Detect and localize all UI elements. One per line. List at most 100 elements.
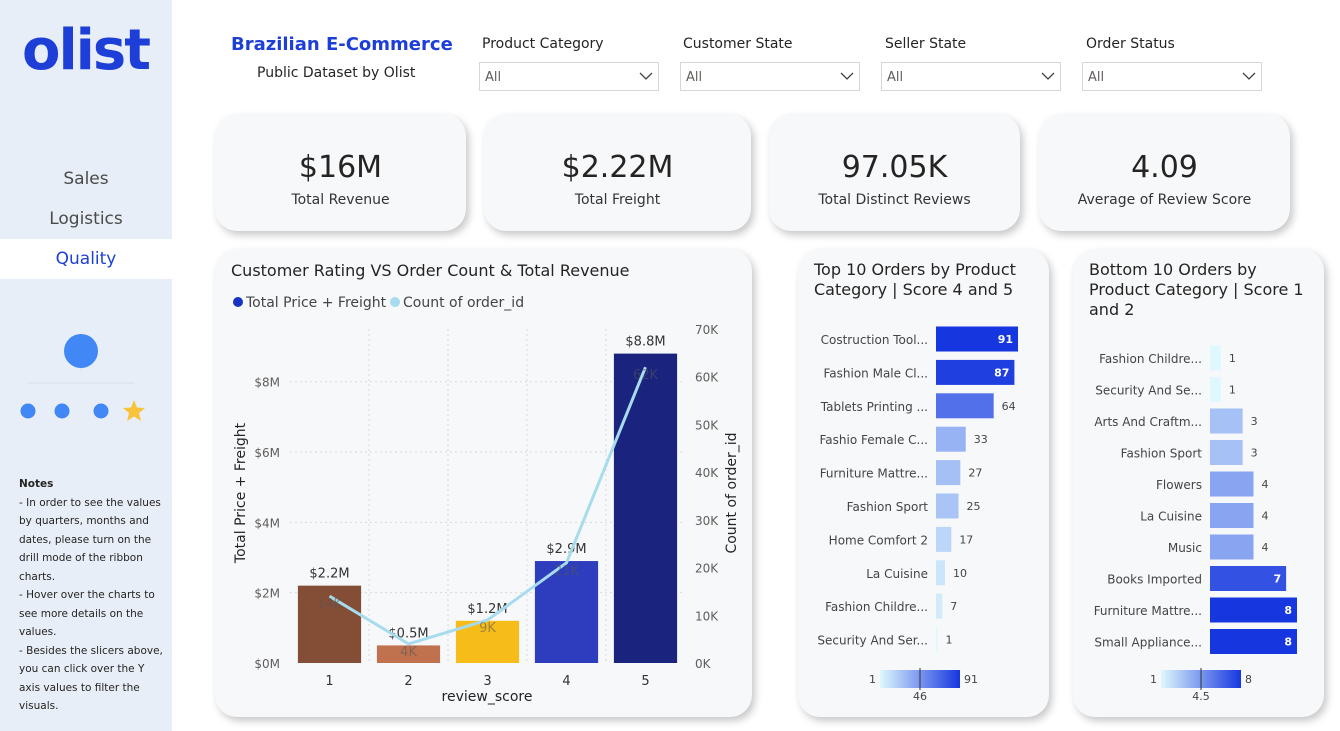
y2-tick-label: 40K — [695, 466, 719, 480]
bar-review-score-5[interactable] — [613, 353, 678, 663]
y2-tick-label: 0K — [695, 657, 712, 671]
nav-item-quality[interactable]: Quality — [0, 239, 172, 279]
category-label[interactable]: Fashion Male Cl... — [823, 366, 928, 380]
line-data-label: 4K — [400, 645, 417, 660]
notes-title: Notes — [19, 478, 54, 490]
kpi-value: 97.05K — [841, 150, 948, 185]
note-item: - Besides the slicers above, you can cli… — [19, 644, 163, 713]
bar-data-label: 4 — [1262, 478, 1269, 491]
dropdown-value: All — [686, 70, 703, 85]
combo-chart-card: Customer Rating VS Order Count & Total R… — [215, 249, 752, 717]
bottom10-bar-chart: Fashion Childre... 1 Security And Se... 1 Ar… — [1094, 345, 1297, 703]
color-scale-min-label: 1 — [1150, 673, 1157, 686]
kpi-card-total-distinct-reviews: 97.05K Total Distinct Reviews — [769, 114, 1020, 231]
legend-revenue-marker — [233, 297, 243, 307]
hierarchy-icon — [20, 334, 145, 421]
category-label[interactable]: Flowers — [1156, 478, 1202, 492]
category-bar[interactable] — [936, 460, 961, 486]
bar-data-label: 91 — [998, 333, 1013, 346]
customer-state-dropdown[interactable]: All — [680, 62, 860, 91]
kpi-label: Total Revenue — [291, 192, 390, 208]
product-category-dropdown[interactable]: All — [479, 62, 659, 91]
category-label[interactable]: Books Imported — [1107, 573, 1202, 587]
category-label[interactable]: Costruction Tool... — [821, 333, 928, 347]
chevron-down-icon — [1041, 72, 1055, 80]
category-bar[interactable] — [936, 493, 959, 519]
bar-data-label: 64 — [1002, 400, 1016, 413]
category-bar[interactable] — [1210, 534, 1254, 560]
nav-item-sales[interactable]: Sales — [63, 169, 109, 189]
x-tick-label: 5 — [641, 674, 649, 689]
category-bar[interactable] — [936, 393, 994, 419]
category-bar[interactable] — [936, 359, 1015, 385]
x-tick-label: 3 — [483, 674, 491, 689]
chart-title: Customer Rating VS Order Count & Total R… — [231, 261, 630, 280]
order-status-dropdown[interactable]: All — [1082, 62, 1262, 91]
bar-data-label: 3 — [1251, 447, 1258, 460]
category-label[interactable]: La Cuisine — [1140, 510, 1202, 524]
category-label[interactable]: Tablets Printing ... — [820, 400, 928, 414]
line-data-label: 9K — [479, 621, 496, 636]
category-label[interactable]: Home Comfort 2 — [829, 533, 928, 547]
category-label[interactable]: Security And Ser... — [817, 634, 928, 648]
y2-tick-label: 60K — [695, 371, 719, 385]
dropdown-value: All — [1088, 70, 1105, 85]
slicer-label-seller-state: Seller State — [885, 36, 967, 52]
category-bar[interactable] — [936, 326, 1018, 352]
bar-data-label: 7 — [950, 600, 957, 613]
dropdown-value: All — [485, 70, 502, 85]
category-bar[interactable] — [1210, 597, 1297, 623]
category-bar[interactable] — [936, 526, 952, 552]
category-label[interactable]: Arts And Craftm... — [1094, 415, 1202, 429]
color-scale-max-label: 8 — [1245, 673, 1252, 686]
category-bar[interactable] — [1210, 377, 1221, 402]
y-tick-label: $6M — [254, 446, 280, 460]
bar-data-label: 4 — [1262, 510, 1269, 523]
bar-data-label: 4 — [1262, 541, 1269, 554]
category-label[interactable]: Music — [1168, 541, 1202, 555]
y-tick-label: $0M — [254, 657, 280, 671]
nav-item-logistics[interactable]: Logistics — [49, 209, 123, 229]
category-bar[interactable] — [1210, 629, 1297, 654]
category-label[interactable]: Furniture Mattre... — [1094, 604, 1202, 618]
category-bar[interactable] — [936, 426, 966, 452]
olist-logo: olist — [22, 18, 151, 83]
bar-review-score-2[interactable] — [376, 645, 441, 663]
category-bar[interactable] — [936, 593, 943, 619]
note-item: - Hover over the charts to see more deta… — [19, 589, 155, 638]
y-tick-label: $4M — [254, 516, 280, 530]
category-bar[interactable] — [1210, 440, 1243, 465]
category-bar[interactable] — [936, 627, 938, 653]
category-bar[interactable] — [936, 560, 946, 586]
category-label[interactable]: Fashion Sport — [1121, 447, 1203, 461]
kpi-label: Total Distinct Reviews — [818, 192, 971, 208]
dashboard-subtitle: Public Dataset by Olist — [257, 65, 416, 81]
chevron-down-icon — [840, 72, 854, 80]
category-label[interactable]: Furniture Mattre... — [820, 467, 928, 481]
bar-data-label: $8.8M — [625, 335, 665, 350]
category-label[interactable]: Fashion Childre... — [825, 600, 928, 614]
category-label[interactable]: Security And Se... — [1095, 384, 1202, 398]
y2-tick-label: 10K — [695, 609, 719, 623]
category-bar[interactable] — [1210, 566, 1287, 591]
seller-state-dropdown[interactable]: All — [881, 62, 1061, 91]
dashboard-title: Brazilian E-Commerce — [231, 34, 453, 55]
bar-review-score-1[interactable] — [297, 585, 362, 663]
bar-data-label: 33 — [974, 433, 988, 446]
category-label[interactable]: Fashion Sport — [847, 500, 929, 514]
category-bar[interactable] — [1210, 503, 1254, 528]
category-bar[interactable] — [1210, 345, 1221, 371]
y-tick-label: $2M — [254, 587, 280, 601]
category-label[interactable]: Fashion Childre... — [1099, 352, 1202, 366]
category-label[interactable]: Fashio Female C... — [819, 433, 928, 447]
category-bar[interactable] — [1210, 408, 1243, 434]
chart-title: Top 10 Orders by Product Category | Scor… — [814, 260, 1016, 299]
y2-tick-label: 50K — [695, 418, 719, 432]
category-label[interactable]: Small Appliance... — [1094, 636, 1202, 650]
category-bar[interactable] — [1210, 471, 1254, 497]
slicer-label-customer-state: Customer State — [683, 36, 793, 52]
order-count-line[interactable] — [328, 366, 647, 646]
top10-chart-card: Top 10 Orders by Product Category | Scor… — [798, 249, 1049, 717]
category-label[interactable]: La Cuisine — [866, 567, 928, 581]
slicer-label-product-category: Product Category — [482, 36, 604, 52]
